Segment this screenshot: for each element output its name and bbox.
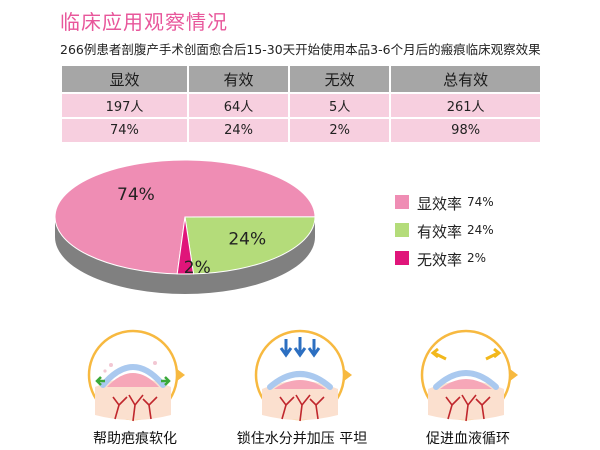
scar-softening-icon — [87, 329, 185, 422]
legend-value: 74% — [467, 195, 494, 209]
header-cell-total: 总有效 — [391, 66, 540, 92]
moisture-pressure-icon — [254, 329, 352, 422]
page-subtitle: 266例患者剖腹产手术创面愈合后15-30天开始使用本品3-6个月后的瘢痕临床观… — [60, 42, 541, 57]
table-cell: 261人 — [391, 94, 540, 117]
table-cell: 98% — [391, 119, 540, 142]
benefit-scar-softening: 帮助疤痕软化 — [45, 325, 225, 450]
table-cell: 2% — [290, 119, 390, 142]
legend-value: 2% — [467, 251, 487, 265]
header-cell-effective: 显效 — [62, 66, 187, 92]
pie-slice-label: 2% — [184, 258, 211, 278]
legend-label: 无效率 — [417, 251, 463, 269]
benefit-blood-circulation: 促进血液循环 — [378, 325, 558, 450]
table-row-percentages: 74% 24% 2% 98% — [62, 119, 540, 142]
pie-chart: 74% 24% 2% — [54, 159, 316, 294]
pie-side — [55, 217, 315, 294]
pie-slice-label: 74% — [117, 185, 155, 205]
results-table: 显效 有效 无效 总有效 197人 64人 5人 261人 74% 24% 2%… — [60, 64, 542, 144]
legend-swatch-ineffective — [395, 251, 409, 265]
benefit-label: 帮助疤痕软化 — [93, 431, 177, 447]
blood-circulation-icon — [420, 329, 518, 422]
header-cell-ineffective: 无效 — [290, 66, 390, 92]
table-cell: 197人 — [62, 94, 187, 117]
table-row-counts: 197人 64人 5人 261人 — [62, 94, 540, 117]
legend-label: 有效率 — [417, 223, 463, 241]
pie-slice-ineffective — [176, 216, 195, 275]
legend-value: 24% — [467, 223, 494, 237]
benefit-moisture-pressure: 锁住水分并加压 平坦 — [212, 325, 392, 450]
table-cell: 64人 — [188, 94, 289, 117]
legend-swatch-effective — [395, 195, 409, 209]
table-cell: 24% — [188, 119, 289, 142]
pie-slice-label: 24% — [228, 229, 266, 249]
pie-slice-improved — [184, 216, 316, 275]
table-header-row: 显效 有效 无效 总有效 — [62, 66, 540, 92]
table-cell: 5人 — [290, 94, 390, 117]
benefit-label: 促进血液循环 — [426, 431, 510, 447]
table-cell: 74% — [62, 119, 187, 142]
legend-swatch-improved — [395, 223, 409, 237]
legend-label: 显效率 — [417, 195, 463, 213]
header-cell-improved: 有效 — [188, 66, 289, 92]
benefit-label: 锁住水分并加压 平坦 — [236, 431, 368, 447]
page-title: 临床应用观察情况 — [60, 10, 228, 34]
